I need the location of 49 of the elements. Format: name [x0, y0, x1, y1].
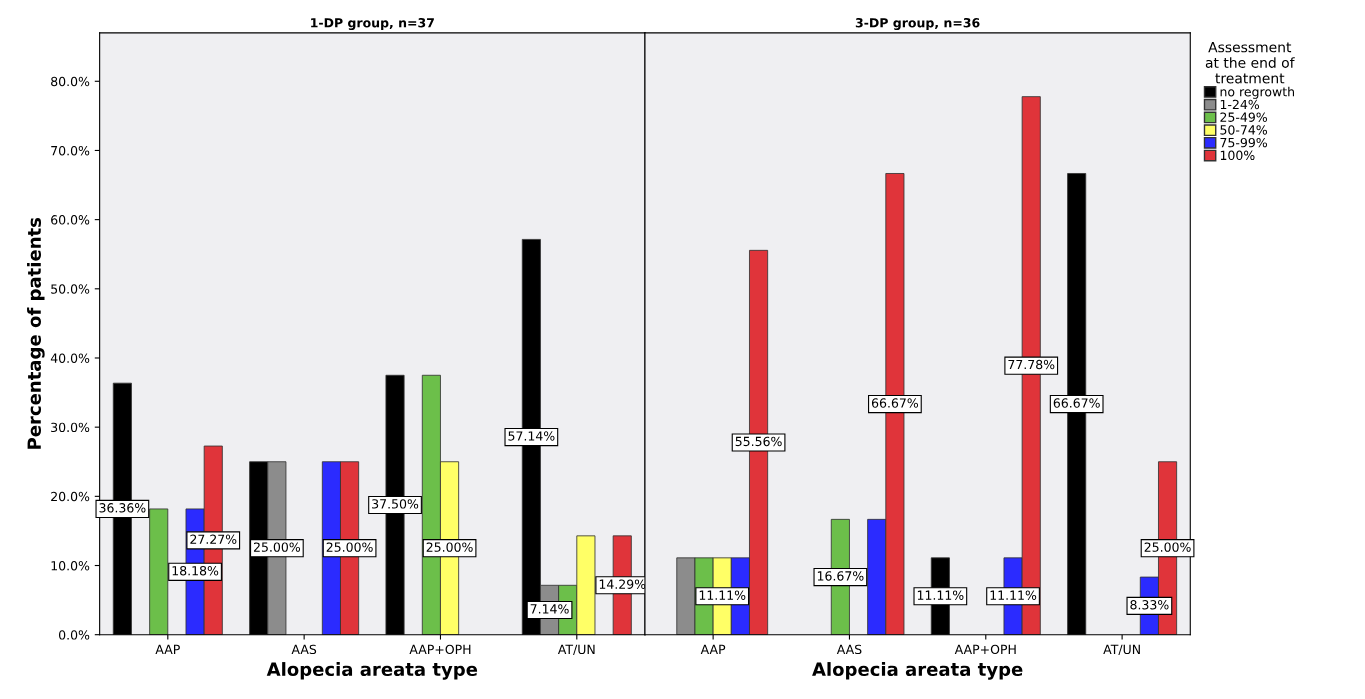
data-label: 66.67%	[1053, 398, 1100, 408]
data-label: 25.00%	[253, 542, 301, 552]
y-tick-label: 20.0%	[51, 491, 90, 502]
y-tick-label: 70.0%	[51, 145, 90, 156]
data-label: 57.14%	[508, 431, 555, 441]
y-tick-label: 40.0%	[50, 353, 90, 363]
y-tick-label: 30.0%	[51, 422, 90, 433]
x-tick-label: AAS	[291, 644, 317, 655]
data-label: 11.11%	[990, 590, 1037, 600]
y-tick-label: 80.0%	[51, 76, 90, 87]
x-tick-label: AAP	[155, 644, 180, 654]
x-tick-label: AAP+OPH	[954, 644, 1016, 655]
y-tick-label: 10.0%	[51, 560, 90, 571]
legend-label: 75-99%	[1220, 137, 1267, 148]
chart-title: 3-DP group, n=36	[855, 18, 980, 30]
x-tick-label: AT/UN	[557, 644, 595, 656]
data-label: 16.67%	[817, 571, 864, 581]
bar	[149, 508, 169, 635]
data-label: 37.50%	[372, 499, 419, 509]
data-label: 7.14%	[530, 604, 569, 614]
data-label: 66.67%	[871, 398, 919, 408]
data-label: 25.00%	[1144, 542, 1191, 552]
x-tick-label: AAP+OPH	[409, 644, 471, 655]
data-label: 25.00%	[326, 542, 373, 552]
data-label: 27.27%	[190, 534, 237, 544]
x-tick-label: AAS	[836, 644, 862, 655]
legend-label: 100%	[1220, 150, 1255, 161]
data-label: 55.56%	[735, 436, 782, 447]
data-label: 25.00%	[426, 542, 473, 552]
legend-title: Assessment at the end of treatment	[1205, 42, 1295, 84]
data-label: 18.18%	[172, 565, 219, 576]
y-axis-title: Percentage of patients	[27, 217, 45, 449]
data-label: 8.33%	[1130, 600, 1169, 610]
x-tick-label: AAP	[700, 644, 726, 654]
y-tick-label: 60.0%	[51, 215, 90, 225]
y-tick-label: 0.0%	[58, 630, 90, 640]
x-axis-title: Alopecia areata type	[812, 662, 1023, 680]
legend-label: 1-24%	[1220, 99, 1260, 110]
y-tick-label: 50.0%	[51, 284, 90, 294]
legend-label: no regrowth	[1220, 86, 1294, 99]
data-label: 11.11%	[917, 590, 964, 600]
x-axis-title: Alopecia areata type	[266, 662, 478, 680]
legend-label: 50-74%	[1220, 125, 1267, 135]
chart-title: 1-DP group, n=37	[311, 18, 434, 30]
legend-label: 25-49%	[1220, 112, 1267, 122]
data-label: 11.11%	[699, 590, 746, 600]
x-tick-label: AT/UN	[1103, 644, 1140, 656]
data-label: 77.78%	[1008, 359, 1055, 370]
data-label: 36.36%	[99, 503, 146, 513]
